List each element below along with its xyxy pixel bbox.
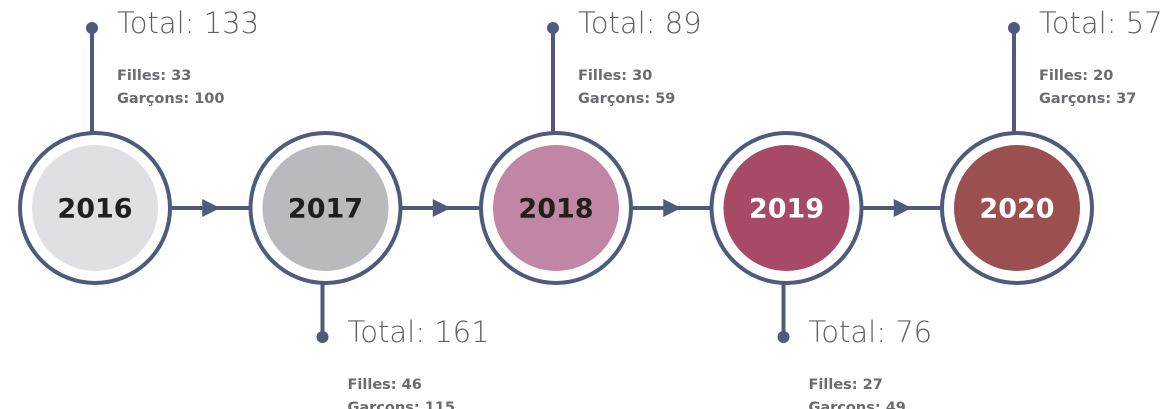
garcons-label: Garçons: 59: [578, 91, 675, 107]
filles-label: Filles: 30: [578, 68, 652, 84]
stem-dot: [86, 22, 98, 34]
total-label: Total: 133: [117, 6, 259, 40]
year-fill: [954, 145, 1080, 271]
garcons-label: Garçons: 37: [1039, 91, 1136, 107]
year-label: 2016: [57, 194, 132, 225]
stem-dot: [1008, 22, 1020, 34]
year-label: 2020: [979, 194, 1054, 225]
filles-label: Filles: 46: [348, 377, 422, 393]
arrow: [663, 199, 682, 217]
year-label: 2018: [518, 194, 593, 225]
year-fill: [262, 145, 389, 271]
stem-dot: [316, 331, 329, 343]
arrow: [893, 199, 912, 217]
total-label: Total: 57: [1039, 6, 1163, 40]
garcons-label: Garçons: 115: [348, 400, 455, 409]
year-fill: [493, 145, 619, 271]
total-label: Total: 161: [348, 315, 490, 349]
filles-label: Filles: 27: [809, 377, 883, 393]
year-fill: [32, 145, 158, 271]
stem-dot: [547, 22, 559, 34]
year-label: 2019: [749, 194, 824, 225]
filles-label: Filles: 20: [1039, 68, 1113, 84]
total-label: Total: 76: [809, 315, 933, 349]
arrow: [432, 199, 451, 217]
garcons-label: Garçons: 49: [809, 400, 906, 409]
stem-dot: [777, 331, 790, 343]
filles-label: Filles: 33: [117, 68, 191, 84]
year-label: 2017: [288, 194, 363, 225]
arrow: [202, 199, 221, 217]
year-fill: [723, 145, 850, 271]
garcons-label: Garçons: 100: [117, 91, 224, 107]
total-label: Total: 89: [578, 6, 702, 40]
